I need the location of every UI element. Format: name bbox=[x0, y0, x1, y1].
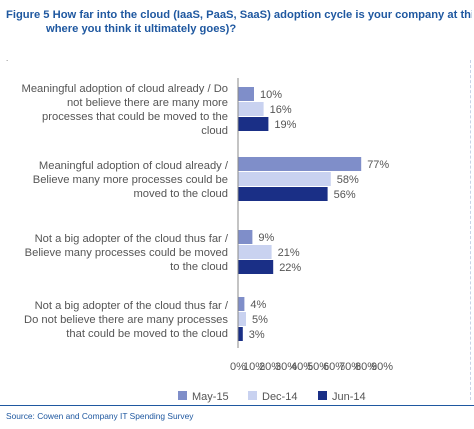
category-label-2-line-3: moved to the cloud bbox=[133, 188, 228, 200]
data-label-Dec-14-cat-4: 5% bbox=[252, 314, 268, 326]
x-tick-label-2: 10% bbox=[243, 361, 265, 373]
category-label-3-line-2: Believe many processes could be moved bbox=[25, 247, 228, 259]
title-line-2: where you think it ultimately goes)? bbox=[46, 23, 237, 35]
data-label-Jun-14-cat-2: 56% bbox=[334, 189, 356, 201]
x-tick-label-5: 40% bbox=[291, 361, 313, 373]
data-label-May-15-cat-4: 4% bbox=[250, 299, 266, 311]
category-label-3-line-3: to the cloud bbox=[170, 261, 228, 273]
x-tick-label-10: 90% bbox=[371, 361, 393, 373]
category-label-1-line-3: processes that could be moved to the bbox=[42, 111, 228, 123]
bar-May-15-cat-1 bbox=[238, 87, 254, 101]
x-tick-label-3: 20% bbox=[259, 361, 281, 373]
bar-Jun-14-cat-3 bbox=[238, 260, 274, 274]
bar-Dec-14-cat-3 bbox=[238, 245, 272, 259]
x-tick-label-8: 70% bbox=[339, 361, 361, 373]
bar-Dec-14-cat-1 bbox=[238, 102, 264, 116]
category-label-4-line-3: that could be moved to the cloud bbox=[66, 328, 228, 340]
bar-Jun-14-cat-2 bbox=[238, 187, 328, 201]
legend-swatch-Dec-14 bbox=[248, 391, 257, 400]
data-label-May-15-cat-2: 77% bbox=[367, 159, 389, 171]
source-note: Source: Cowen and Company IT Spending Su… bbox=[6, 411, 194, 421]
legend-swatch-May-15 bbox=[178, 391, 187, 400]
legend-label-Jun-14: Jun-14 bbox=[332, 391, 366, 403]
x-tick-label-1: 0% bbox=[230, 361, 246, 373]
page-edge-guide bbox=[470, 60, 471, 400]
category-label-4-line-1: Not a big adopter of the cloud thus far … bbox=[35, 300, 229, 312]
source-divider bbox=[0, 405, 474, 406]
x-tick-label-6: 50% bbox=[307, 361, 329, 373]
bar-May-15-cat-3 bbox=[238, 230, 253, 244]
data-label-Dec-14-cat-2: 58% bbox=[337, 174, 359, 186]
title-line-1: Figure 5 How far into the cloud (IaaS, P… bbox=[6, 9, 472, 21]
category-label-2-line-1: Meaningful adoption of cloud already / bbox=[39, 160, 229, 172]
bar-May-15-cat-4 bbox=[238, 297, 245, 311]
category-label-1-line-1: Meaningful adoption of cloud already / D… bbox=[22, 83, 228, 95]
figure-title: Figure 5 How far into the cloud (IaaS, P… bbox=[6, 8, 472, 36]
stray-mark: . bbox=[6, 54, 9, 63]
category-label-3-line-1: Not a big adopter of the cloud thus far … bbox=[35, 233, 229, 245]
x-tick-label-9: 80% bbox=[355, 361, 377, 373]
legend-label-Dec-14: Dec-14 bbox=[262, 391, 297, 403]
data-label-Dec-14-cat-1: 16% bbox=[270, 104, 292, 116]
legend-label-May-15: May-15 bbox=[192, 391, 229, 403]
data-label-May-15-cat-3: 9% bbox=[258, 232, 274, 244]
bar-Jun-14-cat-4 bbox=[238, 327, 243, 341]
data-label-May-15-cat-1: 10% bbox=[260, 89, 282, 101]
legend-swatch-Jun-14 bbox=[318, 391, 327, 400]
category-label-1-line-2: not believe there are many more bbox=[67, 97, 228, 109]
bar-Dec-14-cat-2 bbox=[238, 172, 331, 186]
category-label-2-line-2: Believe many more processes could be bbox=[33, 174, 228, 186]
x-tick-label-4: 30% bbox=[275, 361, 297, 373]
bar-Dec-14-cat-4 bbox=[238, 312, 246, 326]
data-label-Jun-14-cat-3: 22% bbox=[279, 262, 301, 274]
category-label-4-line-2: Do not believe there are many processes bbox=[24, 314, 228, 326]
data-label-Jun-14-cat-1: 19% bbox=[274, 119, 296, 131]
x-tick-label-7: 60% bbox=[323, 361, 345, 373]
data-label-Dec-14-cat-3: 21% bbox=[278, 247, 300, 259]
bar-May-15-cat-2 bbox=[238, 157, 362, 171]
data-label-Jun-14-cat-4: 3% bbox=[249, 329, 265, 341]
category-label-1-line-4: cloud bbox=[201, 125, 228, 137]
bar-Jun-14-cat-1 bbox=[238, 117, 269, 131]
